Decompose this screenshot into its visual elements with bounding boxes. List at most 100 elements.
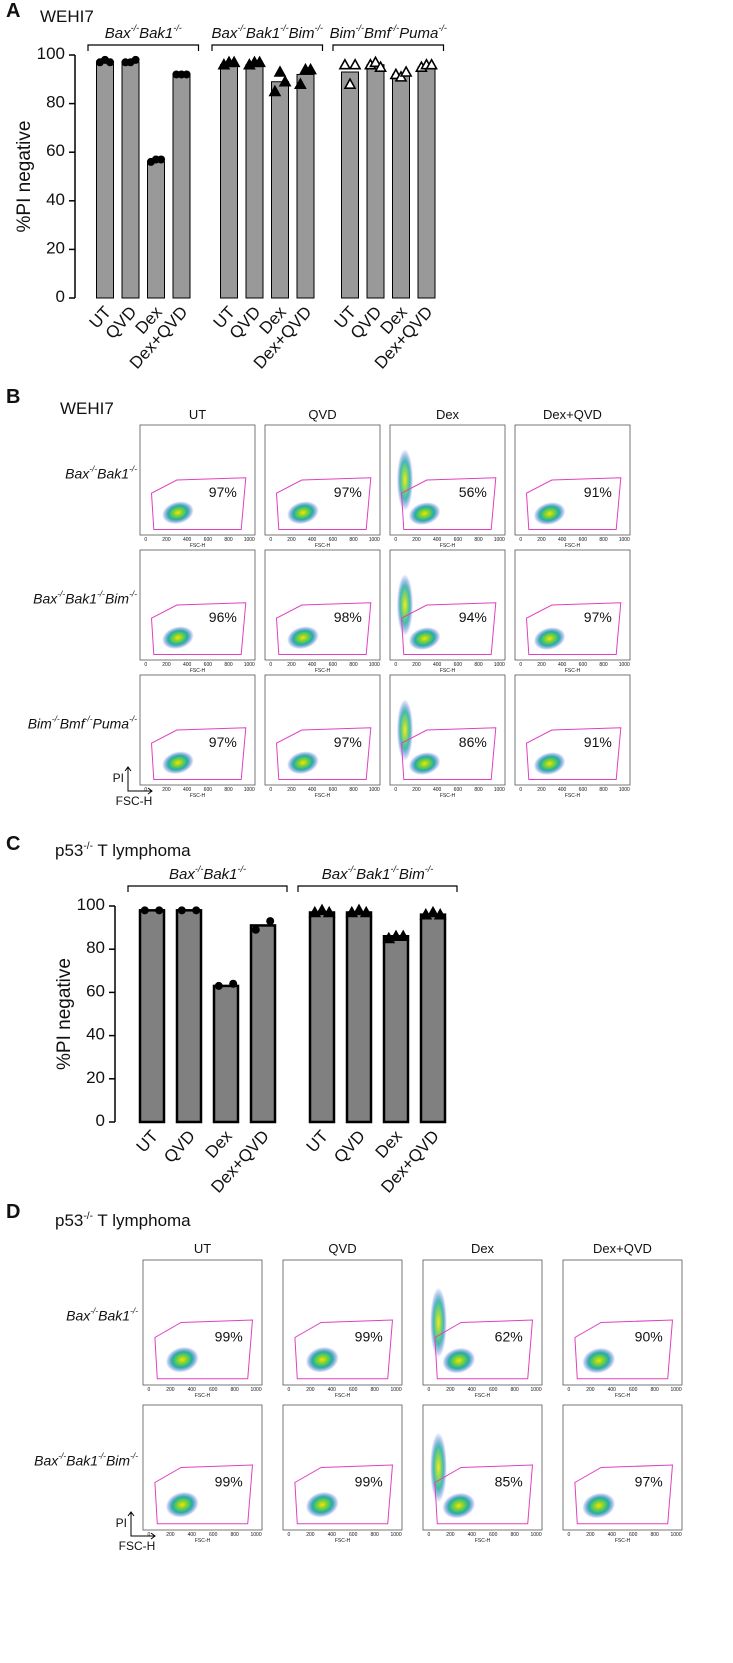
plot-x-label: FSC-H	[565, 668, 581, 674]
x-tick-label: 0	[269, 537, 272, 543]
plot-x-label: FSC-H	[615, 1538, 631, 1544]
x-tick-label: 200	[537, 787, 546, 793]
column-header: Dex+QVD	[593, 1241, 652, 1256]
gate-percentage: 94%	[459, 609, 487, 625]
x-tick-label: 800	[474, 662, 483, 668]
x-tick-label: 800	[370, 1532, 379, 1538]
x-tick-label: 800	[650, 1532, 659, 1538]
plot-frame	[264, 549, 381, 661]
replicate-point	[106, 58, 115, 67]
gate	[150, 727, 247, 780]
plot-x-label: FSC-H	[335, 1393, 351, 1399]
x-tick-label: 200	[166, 1532, 175, 1538]
x-tick-label: 1000	[670, 1387, 681, 1393]
plot-frame	[562, 1259, 683, 1386]
x-tick-label: 400	[183, 787, 192, 793]
bar	[271, 81, 289, 299]
row-label: Bax-/-Bak1-/-Bim-/-	[33, 589, 137, 606]
x-tick-label: 0	[148, 1387, 151, 1393]
x-tick-label: 1000	[619, 537, 630, 543]
panel-letter: A	[6, 0, 20, 22]
x-tick-label: 800	[349, 787, 358, 793]
x-tick-label: 800	[224, 537, 233, 543]
panel-letter: D	[6, 1201, 20, 1223]
cell-cloud	[442, 1347, 476, 1374]
column-header: UT	[194, 1241, 211, 1256]
gate	[574, 1464, 674, 1525]
x-tick-label: 1000	[369, 662, 380, 668]
x-tick-label: 0	[428, 1387, 431, 1393]
plot-x-label: FSC-H	[440, 793, 456, 799]
replicate-point	[273, 65, 287, 77]
bar	[245, 64, 264, 299]
x-tick-label: 600	[204, 662, 213, 668]
x-tick-label: 200	[586, 1387, 595, 1393]
cell-cloud	[582, 1347, 616, 1374]
x-tick-label: 400	[558, 662, 567, 668]
x-tick-label: 1000	[619, 662, 630, 668]
x-tick-label: 400	[308, 662, 317, 668]
plot-x-label: FSC-H	[335, 1538, 351, 1544]
x-tick-label: 600	[489, 1387, 498, 1393]
x-tick-label: 800	[349, 537, 358, 543]
x-tick-label: 600	[329, 787, 338, 793]
replicate-point	[192, 906, 201, 915]
bar	[296, 73, 315, 299]
x-tick-label: 800	[224, 787, 233, 793]
replicate-point	[227, 55, 241, 68]
x-tick-label: 1000	[250, 1387, 261, 1393]
x-tick-label: 0	[568, 1387, 571, 1393]
replicate-point	[268, 84, 282, 97]
x-tick-label: 1000	[244, 787, 255, 793]
replicate-point	[389, 929, 403, 942]
x-tick-label: 600	[629, 1387, 638, 1393]
cell-cloud	[162, 626, 194, 650]
cell-cloud	[305, 1346, 339, 1373]
plot-x-label: FSC-H	[315, 668, 331, 674]
x-tick-label: 1000	[530, 1532, 541, 1538]
replicate-point	[425, 58, 438, 70]
plot-frame	[139, 424, 256, 536]
y-tick-label: 60	[46, 142, 65, 161]
cell-cloud	[396, 699, 414, 761]
x-tick-label: 1000	[250, 1532, 261, 1538]
cell-cloud	[408, 752, 441, 776]
x-tick-label: 0	[148, 1532, 151, 1538]
x-tick-label: 0	[288, 1532, 291, 1538]
cell-cloud	[408, 502, 441, 526]
x-tick-label: 1000	[244, 537, 255, 543]
axis-arrow	[127, 1511, 156, 1540]
cell-cloud	[408, 627, 441, 651]
plot-x-label: FSC-H	[190, 668, 206, 674]
plot-frame	[514, 674, 631, 786]
plot-x-label: FSC-H	[565, 543, 581, 549]
x-tick-label: 400	[188, 1532, 197, 1538]
x-tick-label: 1000	[390, 1387, 401, 1393]
bar	[341, 71, 359, 299]
plot-frame	[142, 1404, 263, 1531]
x-tick-label: 800	[599, 787, 608, 793]
x-tick-label: 1000	[494, 787, 505, 793]
gate-percentage: 62%	[495, 1328, 523, 1344]
x-tick-label: 0	[144, 662, 147, 668]
gate	[574, 1319, 674, 1380]
bar	[419, 913, 447, 1124]
panel-title: p53-/- T lymphoma	[55, 1211, 191, 1230]
replicate-point	[229, 979, 238, 988]
cell-cloud	[162, 501, 194, 525]
gate	[400, 477, 497, 530]
group-bracket	[297, 885, 458, 892]
replicate-point	[343, 77, 357, 89]
x-tick-label: 400	[468, 1387, 477, 1393]
plot-frame	[139, 674, 256, 786]
x-tick-label: 200	[412, 787, 421, 793]
gate-percentage: 97%	[334, 734, 362, 750]
x-tick-label: 1000	[244, 662, 255, 668]
gate	[150, 477, 247, 530]
x-tick-label: 200	[162, 537, 171, 543]
y-tick-label: 20	[86, 1068, 105, 1087]
x-tick-label: 600	[579, 787, 588, 793]
bar	[220, 64, 238, 299]
x-tick-label: 400	[308, 787, 317, 793]
panel-letter: C	[6, 833, 20, 855]
